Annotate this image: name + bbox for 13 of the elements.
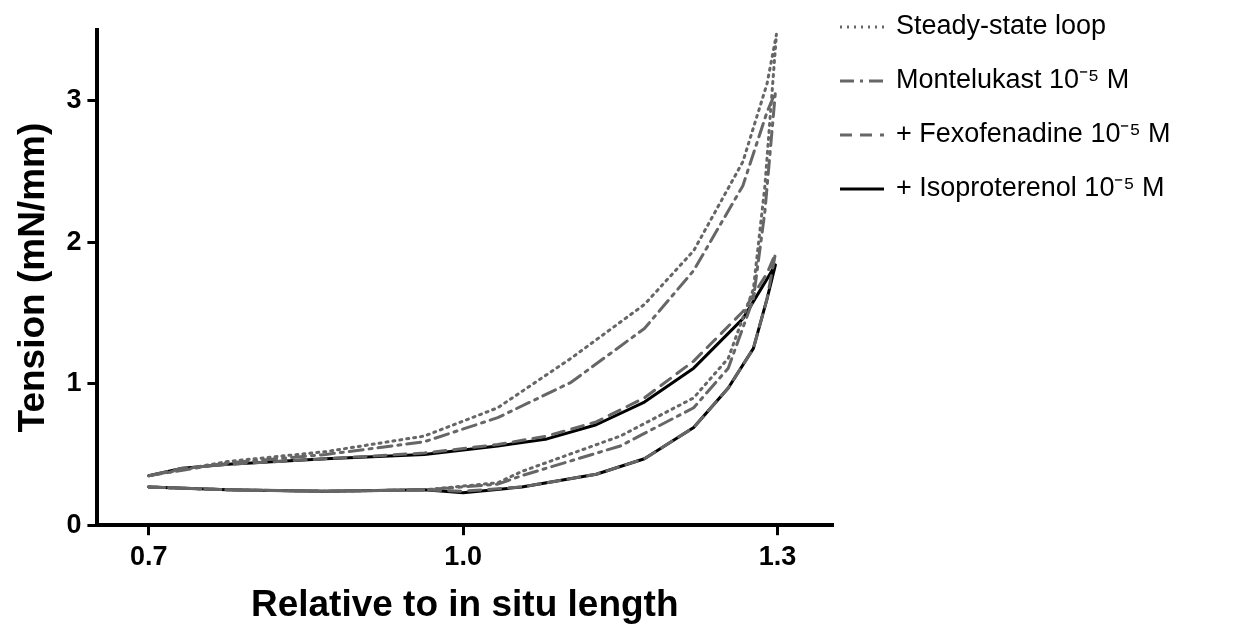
legend-label: + Isoproterenol 10⁻⁵ M [896,172,1165,203]
legend-label: Steady-state loop [896,10,1107,41]
x-tick-label: 0.7 [129,540,168,571]
y-tick-label: 2 [66,225,82,256]
x-axis-title: Relative to in situ length [250,583,679,624]
x-tick-label: 1.3 [758,540,797,571]
y-tick-label: 3 [66,84,82,115]
legend-label: Montelukast 10⁻⁵ M [896,64,1130,95]
x-tick-label: 1.0 [444,540,482,571]
y-axis-title: Tension (mN/mm) [11,122,53,433]
y-tick-label: 1 [66,367,82,398]
legend-label: + Fexofenadine 10⁻⁵ M [896,118,1171,149]
y-tick-label: 0 [66,508,82,539]
